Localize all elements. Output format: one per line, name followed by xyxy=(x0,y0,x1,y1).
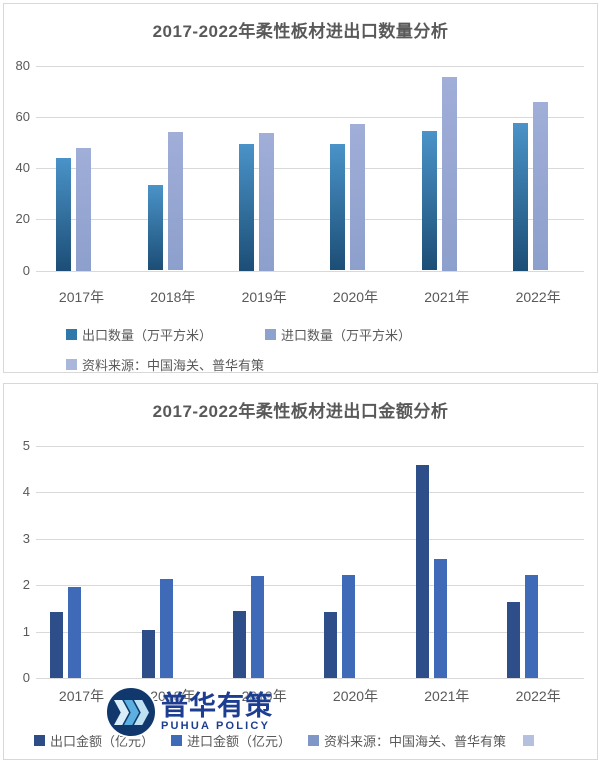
gridline xyxy=(36,168,584,169)
y-axis-tick-label: 0 xyxy=(22,262,30,278)
gridline xyxy=(36,219,584,221)
data-source-label: 资料来源：中国海关、普华有策 xyxy=(82,358,265,373)
bar-2017年-series1 xyxy=(68,586,82,678)
watermark-chinese-name: 普华有策 xyxy=(161,690,273,721)
quantity-chart-plot: 0 20 40 60 80 2017年 2018年 2019年 2020年 2021年 2022年 xyxy=(4,4,597,372)
export-quantity-swatch-icon xyxy=(66,329,77,340)
legend-import-quantity: 进口数量（万平方米） xyxy=(265,325,411,344)
y-axis-tick-label: 0 xyxy=(22,670,30,685)
x-axis-category-label: 2019年 xyxy=(241,688,287,704)
quantity-chart-legend-row1: 出口数量（万平方米） 进口数量（万平方米） xyxy=(66,325,411,344)
y-axis-tick-label: 60 xyxy=(15,108,30,124)
x-axis-category-label: 2022年 xyxy=(515,688,561,704)
data-source-label: 资料来源：中国海关、普华有策 xyxy=(324,734,507,749)
puhua-policy-watermark: 普华有策 PUHUA POLICY xyxy=(105,686,273,738)
y-axis-tick-label: 5 xyxy=(22,437,30,453)
bar-2019年-series1 xyxy=(250,575,264,678)
export-amount-swatch-icon xyxy=(34,735,45,746)
legend-label: 进口金额（亿元） xyxy=(187,734,292,749)
bar-2018年-series1 xyxy=(159,578,173,678)
bar-2022年-series1 xyxy=(524,574,538,678)
import-quantity-swatch-icon xyxy=(265,329,277,340)
legend-data-source: 资料来源：中国海关、普华有策 xyxy=(308,731,506,750)
bar-2017年-series0 xyxy=(56,157,72,271)
bar-2017年-series1 xyxy=(76,147,92,271)
gridline xyxy=(36,678,584,679)
bar-2019年-series0 xyxy=(232,610,246,678)
gridline xyxy=(36,585,584,586)
chevron-icon xyxy=(134,700,149,725)
bar-2021年-series1 xyxy=(433,559,447,678)
extra-swatch-icon xyxy=(523,735,535,746)
bar-2020年-series1 xyxy=(350,123,366,271)
gridline xyxy=(36,65,584,67)
quantity-chart-panel: 2017-2022年柔性板材进出口数量分析 0 20 40 60 80 2017年 2018… xyxy=(3,3,598,373)
bar-2020年-series0 xyxy=(330,144,346,271)
bar-2022年-series0 xyxy=(506,602,520,678)
bar-2020年-series0 xyxy=(324,611,338,678)
gridline xyxy=(36,492,584,493)
x-axis-category-label: 2020年 xyxy=(332,289,379,305)
bar-2019年-series1 xyxy=(258,133,274,271)
puhua-logo-icon xyxy=(105,686,157,738)
chevron-icon xyxy=(114,700,129,725)
x-axis-category-label: 2021年 xyxy=(424,289,470,305)
bar-2018年-series1 xyxy=(167,131,183,271)
bar-2022年-series1 xyxy=(532,102,548,271)
legend-label: 出口数量（万平方米） xyxy=(82,328,213,343)
bar-2020年-series1 xyxy=(342,574,356,678)
amount-chart-title: 2017-2022年柔性板材进出口金额分析 xyxy=(152,402,449,421)
amount-chart-plot: 0 1 2 3 4 5 2017年 2018年 2019年 2020年 2021年 2022年 xyxy=(4,384,597,759)
bar-2018年-series0 xyxy=(147,185,163,271)
source-swatch-icon xyxy=(308,735,320,746)
amount-chart-panel: 2017-2022年柔性板材进出口金额分析 0 1 2 3 4 5 2017年 2018年 20… xyxy=(3,383,598,760)
legend-export-quantity: 出口数量（万平方米） xyxy=(66,325,212,344)
y-axis-tick-label: 1 xyxy=(22,623,30,639)
watermark-english-name: PUHUA POLICY xyxy=(161,719,271,732)
bar-2022年-series0 xyxy=(512,123,528,271)
amount-chart-legend-row: 出口金额（亿元） 进口金额（亿元） 资料来源：中国海关、普华有策 xyxy=(34,731,535,750)
legend-data-source: 资料来源：中国海关、普华有策 xyxy=(66,355,264,374)
x-axis-category-label: 2018年 xyxy=(150,688,196,704)
gridline xyxy=(36,538,584,540)
quantity-chart-title: 2017-2022年柔性板材进出口数量分析 xyxy=(152,22,449,41)
x-axis-category-label: 2017年 xyxy=(58,688,105,704)
bar-2017年-series0 xyxy=(50,611,64,678)
y-axis-tick-label: 40 xyxy=(15,160,30,175)
watermark-text: 普华有策 PUHUA POLICY xyxy=(161,690,273,732)
source-swatch-icon xyxy=(66,359,77,370)
x-axis-category-label: 2018年 xyxy=(150,289,196,305)
bar-2021年-series1 xyxy=(441,77,457,271)
y-axis-tick-label: 20 xyxy=(15,211,30,227)
x-axis-category-label: 2021年 xyxy=(424,688,470,704)
gridline xyxy=(36,116,584,118)
x-axis-category-label: 2017年 xyxy=(58,289,105,305)
bar-2018年-series0 xyxy=(141,630,155,678)
bar-2021年-series0 xyxy=(421,130,437,271)
gridline xyxy=(36,445,584,447)
x-axis-category-label: 2019年 xyxy=(241,289,287,305)
y-axis-tick-label: 2 xyxy=(22,577,30,592)
import-amount-swatch-icon xyxy=(171,735,183,746)
bar-2021年-series0 xyxy=(415,465,429,678)
gridline xyxy=(36,270,584,272)
bar-2019年-series0 xyxy=(238,143,254,271)
legend-extra-entry xyxy=(523,735,535,746)
gridline xyxy=(36,631,584,633)
y-axis-tick-label: 3 xyxy=(22,530,30,546)
legend-import-amount: 进口金额（亿元） xyxy=(171,731,291,750)
legend-label: 进口数量（万平方米） xyxy=(281,328,412,343)
chevron-icon xyxy=(124,700,139,725)
y-axis-tick-label: 4 xyxy=(22,484,30,499)
y-axis-tick-label: 80 xyxy=(15,57,30,73)
x-axis-category-label: 2020年 xyxy=(332,688,379,704)
x-axis-category-label: 2022年 xyxy=(515,289,561,305)
quantity-chart-legend-row2: 资料来源：中国海关、普华有策 xyxy=(66,355,264,374)
